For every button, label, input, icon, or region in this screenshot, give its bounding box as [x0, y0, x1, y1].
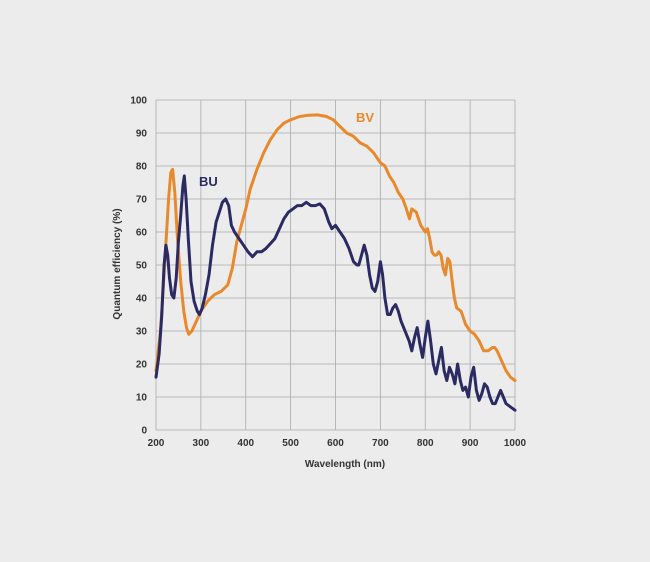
- x-axis-title: Wavelength (nm): [305, 459, 385, 470]
- y-tick-30: 30: [136, 327, 148, 338]
- series-label-bu: BU: [199, 174, 218, 189]
- x-tick-1000: 1000: [504, 438, 527, 449]
- series-line-bv: [154, 113, 517, 382]
- y-tick-0: 0: [141, 426, 147, 437]
- x-tick-500: 500: [282, 438, 299, 449]
- series-label-bv: BV: [356, 110, 374, 125]
- y-axis-title: Quantum efficiency (%): [112, 208, 123, 319]
- y-tick-50: 50: [136, 261, 148, 272]
- x-tick-800: 800: [417, 438, 434, 449]
- y-tick-80: 80: [136, 162, 148, 173]
- x-tick-700: 700: [372, 438, 389, 449]
- x-tick-600: 600: [327, 438, 344, 449]
- y-tick-10: 10: [136, 393, 148, 404]
- y-tick-20: 20: [136, 360, 148, 371]
- x-tick-900: 900: [462, 438, 479, 449]
- y-tick-40: 40: [136, 294, 148, 305]
- series-line-bu: [154, 174, 517, 412]
- x-tick-300: 300: [193, 438, 210, 449]
- x-tick-400: 400: [237, 438, 254, 449]
- x-tick-200: 200: [148, 438, 165, 449]
- y-tick-70: 70: [136, 195, 148, 206]
- y-tick-100: 100: [130, 96, 147, 107]
- x-tick-labels: 200 300 400 500 600 700 800 900 1000: [148, 438, 527, 449]
- series-lines: [154, 113, 517, 412]
- y-tick-90: 90: [136, 129, 148, 140]
- y-tick-60: 60: [136, 228, 148, 239]
- y-tick-labels: 0 10 20 30 40 50 60 70 80 90 100: [130, 96, 147, 437]
